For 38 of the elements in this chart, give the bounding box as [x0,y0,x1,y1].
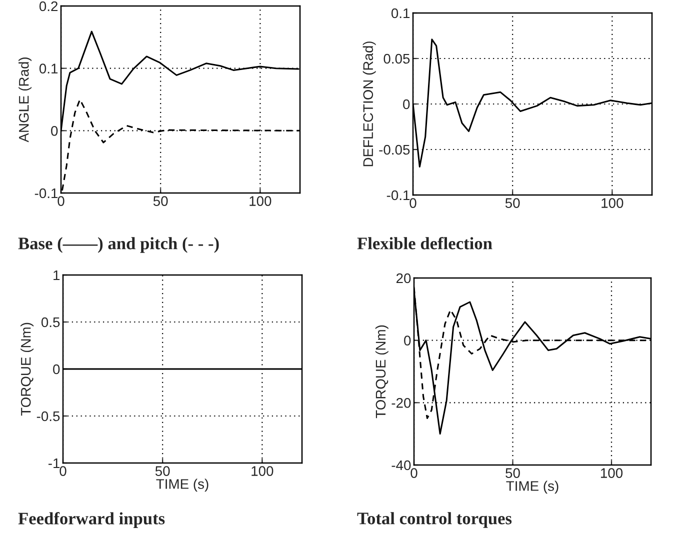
y-tick-label: -0.5 [36,411,60,422]
y-tick-label: 0 [403,99,410,110]
text: Feedforward inputs [18,512,165,528]
x-tick-label: 100 [600,468,623,478]
y-axis-title: TORQUE (Nm) [375,325,388,418]
x-tick-label: 50 [155,466,170,476]
y-tick-label: 0 [51,126,58,136]
y-tick-label: 0 [404,336,411,346]
y-tick-label: 0.5 [41,317,60,328]
text: Base (——) and pitch (- - -) [18,237,219,253]
text: Flexible deflection [357,236,492,250]
x-tick-label: 0 [60,466,66,476]
y-tick-label: -0.05 [379,144,410,155]
x-tick-label: 100 [602,198,624,208]
x-axis-title: TIME (s) [156,478,208,492]
y-tick-label: -20 [392,398,411,408]
y-tick-label: -0.1 [34,188,58,198]
text: Total control torques [357,512,512,528]
y-tick-label: -0.1 [386,190,410,200]
y-axis-title: TORQUE (Nm) [20,322,34,416]
y-tick-label: -40 [392,460,411,470]
y-tick-label: 0.1 [391,8,410,18]
y-tick-label: 0.1 [39,64,58,74]
x-tick-label: 100 [252,466,274,476]
x-tick-label: 50 [506,468,520,478]
x-tick-label: 0 [410,468,418,478]
y-axis-title: ANGLE (Rad) [18,58,32,142]
y-tick-label: 0 [53,364,60,374]
x-tick-label: 50 [153,196,168,206]
y-tick-label: -1 [48,458,60,468]
x-tick-label: 50 [505,198,520,208]
x-axis-title: TIME (s) [506,480,558,494]
y-tick-label: 0.05 [384,54,410,64]
y-tick-label: 20 [396,273,411,284]
y-tick-label: 1 [54,270,60,280]
y-axis-title: DEFLECTION (Rad) [362,42,376,166]
x-tick-label: 100 [250,196,272,206]
y-tick-label: 0.2 [39,1,58,12]
